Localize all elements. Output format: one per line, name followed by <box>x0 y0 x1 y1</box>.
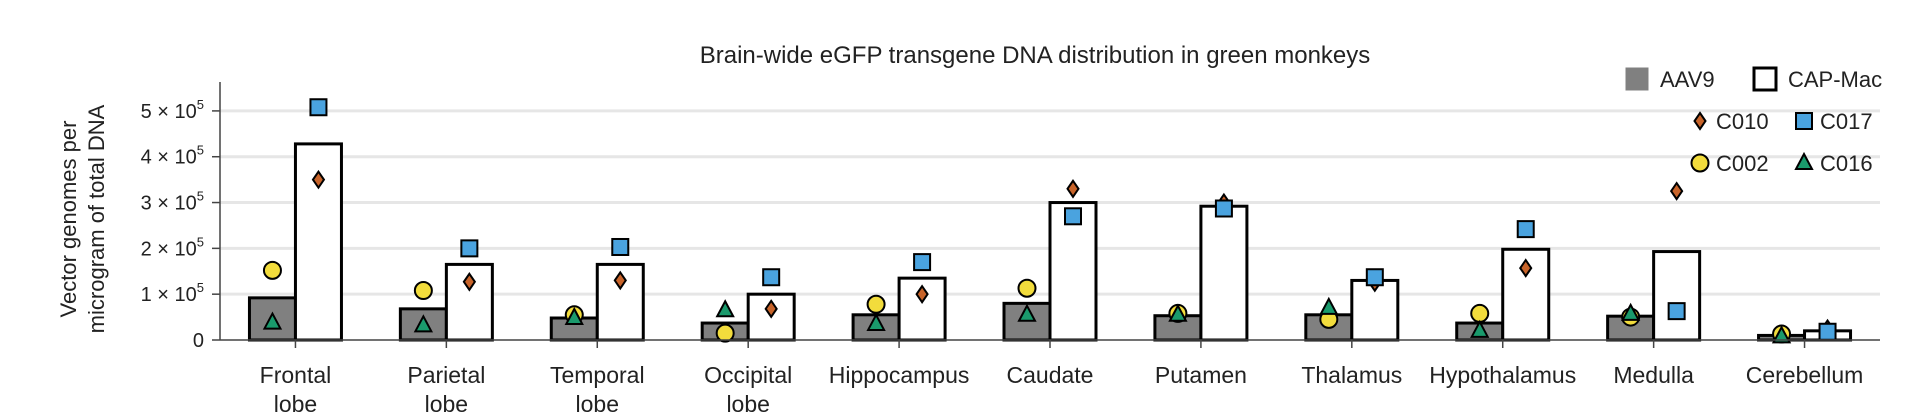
bar-cap-mac <box>1652 250 1702 342</box>
point-c017 <box>1064 207 1082 226</box>
point-c017 <box>460 239 479 258</box>
y-tick-label: 3 × 105 <box>141 189 204 215</box>
y-axis-label-line-1: Vector genomes per <box>56 121 81 318</box>
point-c002 <box>262 260 282 280</box>
point-c017 <box>1818 322 1837 341</box>
data-points <box>262 98 1837 344</box>
point-c017 <box>1365 268 1384 287</box>
legend-swatch-aav9 <box>1625 67 1649 91</box>
point-c002 <box>1017 278 1037 298</box>
chart-title: Brain-wide eGFP transgene DNA distributi… <box>700 42 1371 69</box>
legend-marker-c002 <box>1690 153 1710 173</box>
point-c017 <box>309 98 328 117</box>
point-c010 <box>915 284 929 304</box>
point-c010 <box>1669 181 1684 201</box>
x-tick-label: Occipital <box>704 362 792 388</box>
point-c010 <box>764 299 778 319</box>
x-tick-label: Temporal <box>550 362 645 388</box>
point-c002 <box>866 294 886 314</box>
x-tick-label: lobe <box>726 391 769 414</box>
x-tick-label: lobe <box>425 391 468 414</box>
point-c016 <box>1319 296 1339 315</box>
legend-label-c016: C016 <box>1820 151 1873 176</box>
point-c010 <box>1066 179 1080 199</box>
y-tick-label: 5 × 105 <box>141 97 204 123</box>
point-c002 <box>413 281 433 301</box>
point-c010 <box>613 270 627 291</box>
point-c016 <box>1168 303 1188 322</box>
x-tick-label: Thalamus <box>1301 362 1402 388</box>
x-tick-label: Medulla <box>1613 362 1694 388</box>
legend-marker-c016 <box>1794 151 1814 170</box>
x-tick-label: Parietal <box>407 362 485 388</box>
y-tick-label: 4 × 105 <box>141 143 204 169</box>
point-c016 <box>1017 303 1037 322</box>
point-c016 <box>262 311 283 330</box>
legend-marker-c010 <box>1693 111 1707 131</box>
y-axis-label-line-2: microgram of total DNA <box>84 104 109 333</box>
point-c017 <box>1214 199 1233 218</box>
point-c016 <box>1470 319 1490 338</box>
point-c010 <box>1519 258 1533 278</box>
legend-label-aav9: AAV9 <box>1660 67 1715 92</box>
point-c016 <box>564 306 584 326</box>
legend-label-c002: C002 <box>1716 151 1769 176</box>
point-c002 <box>1470 303 1490 323</box>
y-tick-label: 2 × 105 <box>141 234 204 260</box>
point-c017 <box>762 268 781 287</box>
point-c016 <box>413 314 434 333</box>
legend-marker-c017 <box>1795 112 1813 130</box>
x-tick-label: Frontal <box>260 362 332 388</box>
y-tick-label: 0 <box>193 330 204 352</box>
x-axis-tick-labels: Frontal lobe Parietal lobe Temporal lobe Occip… <box>260 362 1864 414</box>
point-c017 <box>1667 302 1686 321</box>
x-tick-label: Hypothalamus <box>1429 362 1576 388</box>
point-c016 <box>1620 302 1641 321</box>
bar-cap-mac <box>1199 204 1249 342</box>
y-tick-label: 1 × 105 <box>141 280 204 306</box>
x-tick-label: lobe <box>576 391 619 414</box>
point-c016 <box>866 312 886 331</box>
bars <box>247 142 1853 342</box>
legend-label-c017: C017 <box>1820 109 1873 134</box>
point-c017 <box>611 237 630 256</box>
x-tick-label: Putamen <box>1155 362 1247 388</box>
point-c017 <box>913 253 932 272</box>
point-c017 <box>1516 220 1535 239</box>
point-c002 <box>715 323 735 343</box>
axes <box>219 82 1880 348</box>
legend: AAV9 CAP-Mac C010 C017 C002 C016 <box>1625 66 1882 176</box>
y-axis-ticks: 0 1 × 105 2 × 105 3 × 105 4 × 105 5 × 105 <box>141 97 220 352</box>
point-c010 <box>311 169 326 190</box>
point-c016 <box>1771 325 1792 344</box>
point-c010 <box>462 272 477 292</box>
point-c016 <box>715 299 735 318</box>
x-tick-label: Caudate <box>1007 362 1094 388</box>
legend-label-c010: C010 <box>1716 109 1769 134</box>
legend-swatch-cap-mac <box>1752 66 1778 92</box>
x-tick-label: Cerebellum <box>1746 362 1864 388</box>
legend-label-cap-mac: CAP-Mac <box>1788 67 1882 92</box>
x-tick-label: lobe <box>274 391 317 414</box>
y-axis-label: Vector genomes per microgram of total DN… <box>56 104 109 333</box>
x-tick-label: Hippocampus <box>829 362 970 388</box>
